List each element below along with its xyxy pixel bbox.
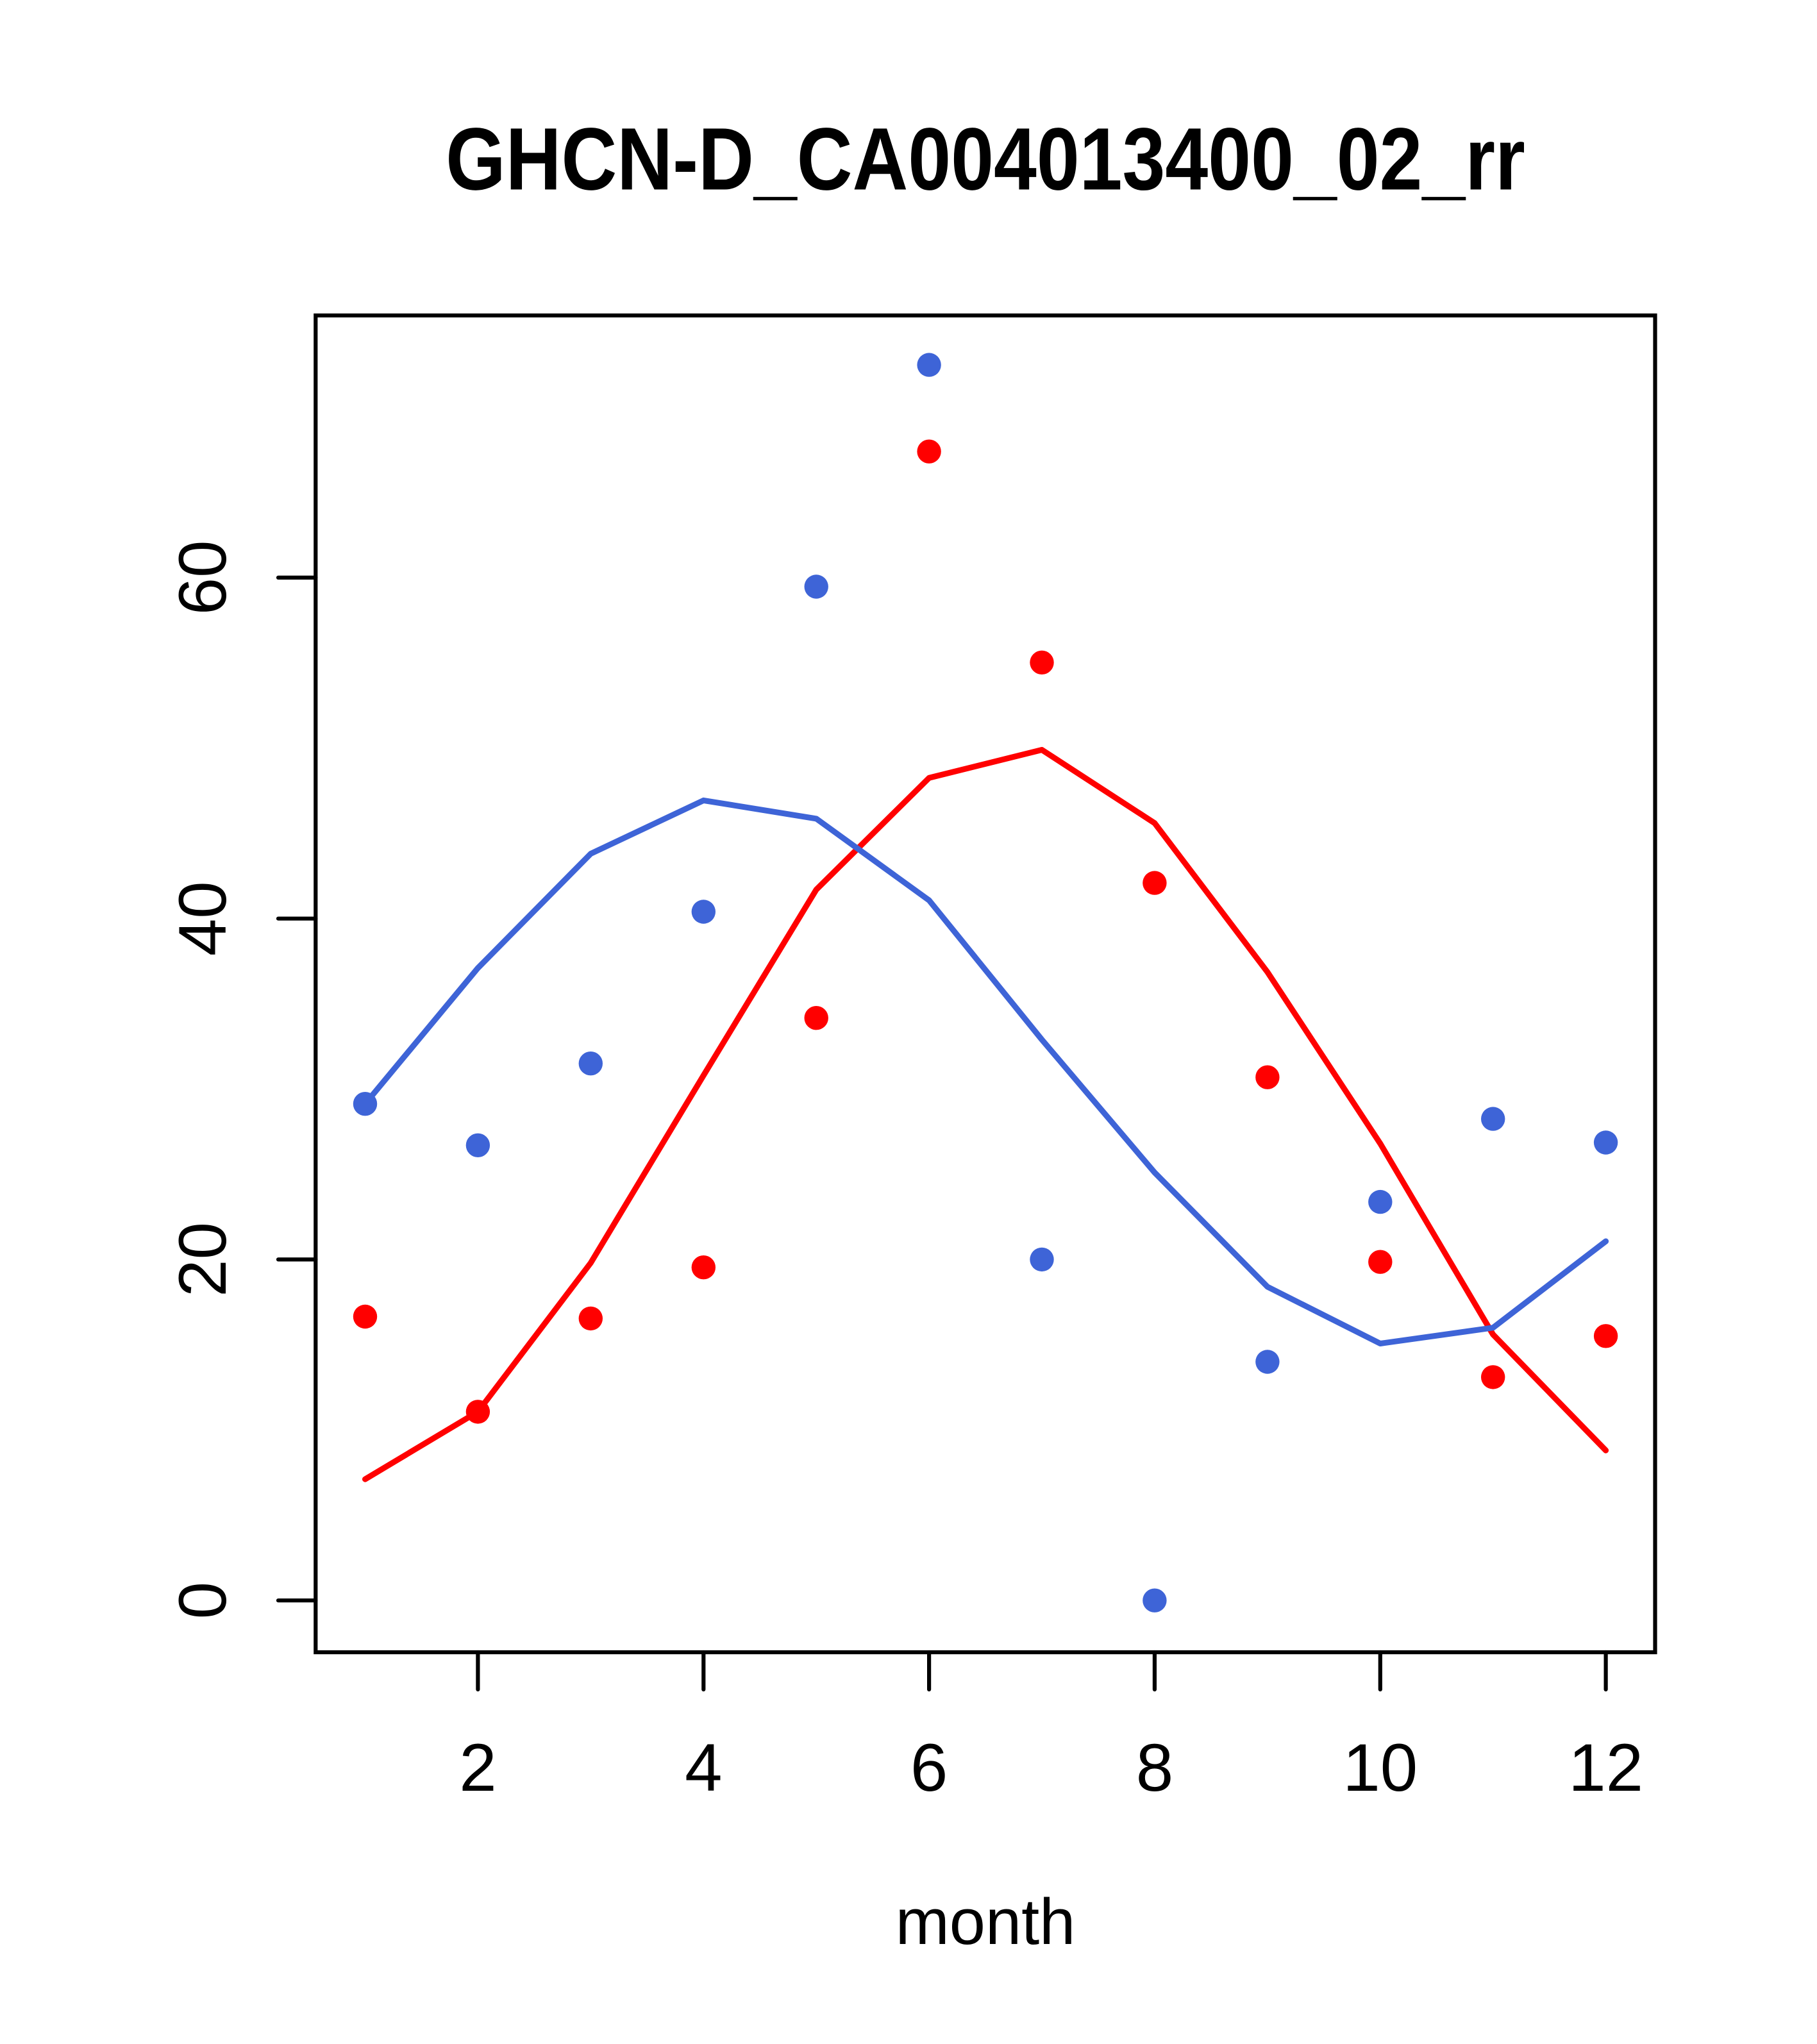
svg-text:8: 8	[1136, 1730, 1173, 1805]
svg-text:4: 4	[685, 1730, 722, 1805]
svg-text:20: 20	[165, 1222, 240, 1297]
svg-text:month: month	[896, 1886, 1076, 1958]
svg-text:6: 6	[910, 1730, 948, 1805]
svg-text:10: 10	[1343, 1730, 1418, 1805]
svg-text:40: 40	[165, 881, 240, 956]
svg-text:0: 0	[165, 1582, 240, 1619]
svg-text:GHCN-D_CA004013400_02_rr: GHCN-D_CA004013400_02_rr	[446, 110, 1525, 209]
svg-text:2: 2	[459, 1730, 496, 1805]
svg-text:12: 12	[1568, 1730, 1643, 1805]
svg-text:60: 60	[165, 540, 240, 616]
